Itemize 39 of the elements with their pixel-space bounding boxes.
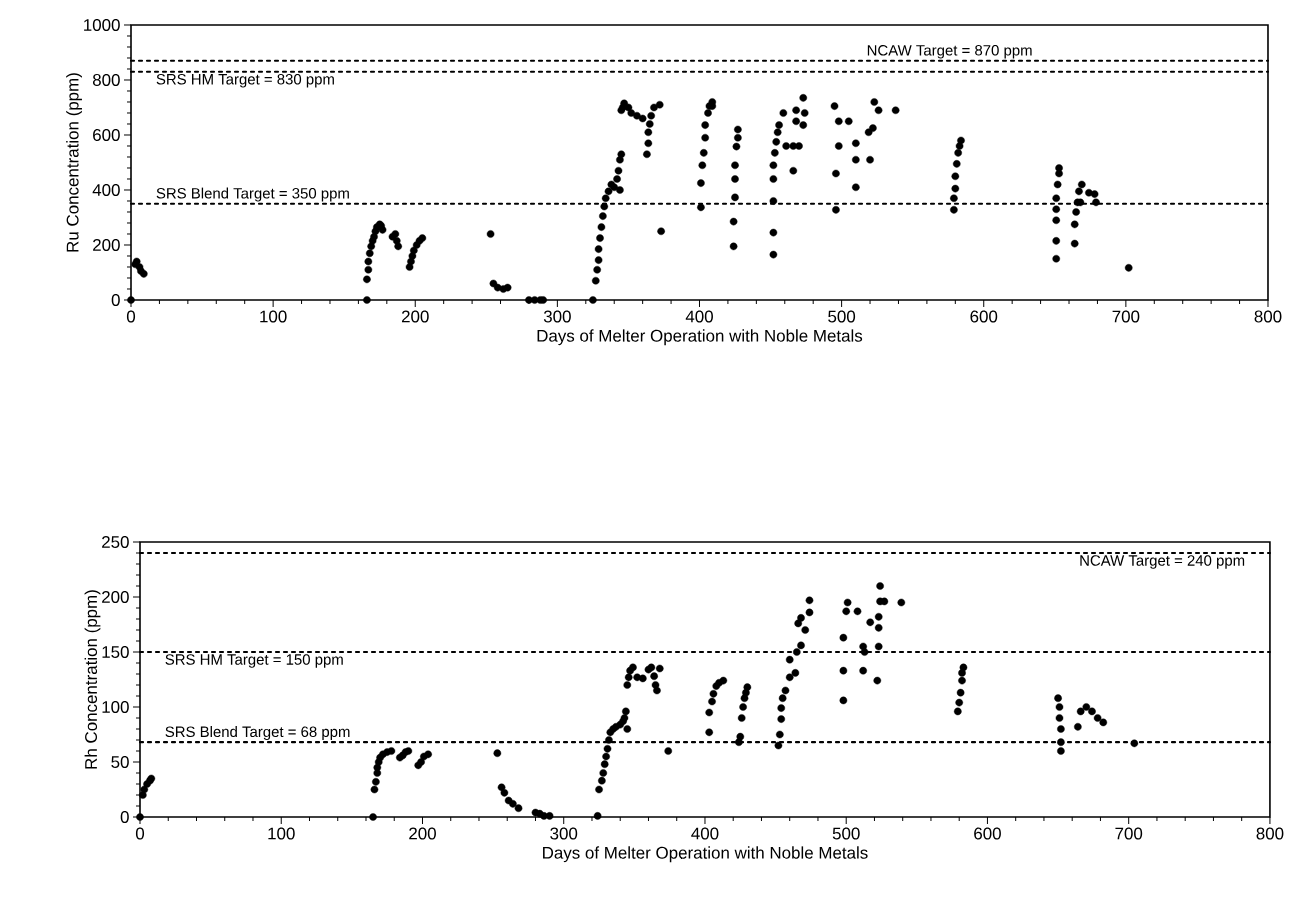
- y-tick-label: 1000: [84, 18, 120, 31]
- x-tick-label: 700: [1112, 310, 1140, 323]
- x-tick-label: 0: [135, 827, 145, 840]
- y-tick-label: 800: [92, 73, 120, 86]
- x-tick-label: 800: [1256, 827, 1284, 840]
- y-tick-label: 200: [102, 591, 129, 603]
- x-tick-label: 200: [409, 827, 436, 840]
- ref-line-label: SRS HM Target = 150 ppm: [165, 654, 343, 668]
- x-axis-title: Days of Melter Operation with Noble Metals: [537, 329, 863, 346]
- x-tick-label: 700: [1115, 827, 1143, 840]
- x-axis-title: Days of Melter Operation with Noble Metals: [543, 846, 868, 863]
- ref-line-label: SRS Blend Target = 68 ppm: [165, 726, 350, 740]
- x-tick-label: 500: [832, 827, 860, 840]
- y-axis-title: Rh Concentration (ppm): [84, 590, 101, 769]
- x-tick-label: 400: [691, 827, 719, 840]
- y-tick-label: 400: [92, 183, 120, 196]
- ref-line-label: NCAW Target = 870 ppm: [867, 45, 1032, 59]
- y-tick-label: 0: [120, 811, 129, 823]
- ref-line-label: SRS HM Target = 830 ppm: [156, 73, 334, 88]
- x-tick-label: 600: [974, 827, 1001, 840]
- y-axis-title: Ru Concentration (ppm): [66, 73, 82, 252]
- y-tick-label: 0: [111, 293, 120, 306]
- y-tick-label: 150: [102, 646, 129, 658]
- x-tick-label: 100: [268, 827, 295, 840]
- x-tick-label: 800: [1254, 310, 1282, 323]
- x-tick-label: 500: [828, 310, 856, 323]
- x-tick-label: 400: [685, 310, 713, 323]
- x-tick-label: 300: [550, 827, 578, 840]
- x-tick-label: 200: [401, 310, 429, 323]
- y-tick-label: 50: [111, 756, 129, 768]
- x-tick-label: 600: [970, 310, 998, 323]
- ref-line-label: SRS Blend Target = 350 ppm: [156, 187, 349, 202]
- y-tick-label: 600: [93, 128, 120, 141]
- y-tick-label: 200: [93, 238, 120, 251]
- x-tick-label: 100: [260, 310, 287, 323]
- y-tick-label: 250: [102, 536, 129, 548]
- x-tick-label: 300: [543, 310, 571, 323]
- y-tick-label: 100: [102, 701, 129, 713]
- ref-line-label: NCAW Target = 240 ppm: [1080, 555, 1245, 569]
